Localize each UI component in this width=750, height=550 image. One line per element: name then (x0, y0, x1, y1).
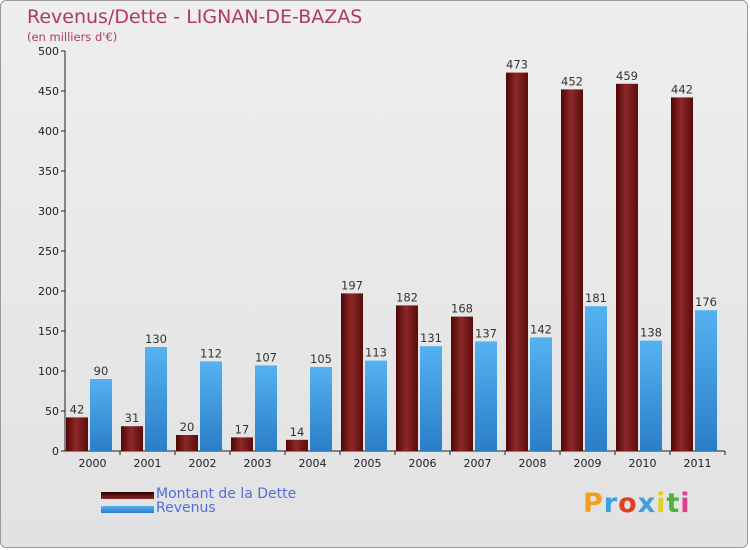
data-label-dette: 168 (451, 302, 473, 316)
data-label-dette: 14 (290, 425, 305, 439)
y-tick-label: 50 (45, 405, 59, 418)
y-tick-label: 200 (38, 285, 59, 298)
data-label-dette: 459 (616, 69, 638, 83)
legend-swatch-debt (101, 492, 154, 499)
x-tick-label: 2011 (684, 457, 712, 470)
chart-data-labels: 4290311302011217107141051971131821311681… (70, 58, 717, 439)
y-tick-label: 100 (38, 365, 59, 378)
logo-letter: o (618, 488, 638, 519)
data-label-dette: 197 (341, 278, 363, 292)
x-tick-label: 2000 (79, 457, 107, 470)
x-tick-label: 2006 (409, 457, 437, 470)
legend-label-revenus: Revenus (156, 500, 216, 516)
x-tick-label: 2005 (354, 457, 382, 470)
bar-revenus (310, 367, 332, 451)
bar-dette (506, 72, 528, 451)
y-tick-label: 500 (38, 45, 59, 58)
data-label-revenus: 137 (475, 326, 497, 340)
bar-dette (616, 83, 638, 452)
bar-dette (176, 435, 198, 451)
logo-letter: i (680, 488, 691, 519)
x-tick-label: 2008 (519, 457, 547, 470)
bar-dette (451, 316, 473, 451)
y-tick-label: 0 (52, 445, 59, 458)
proxiti-logo: Proxiti (583, 488, 691, 519)
bar-dette (231, 437, 253, 451)
bar-revenus (200, 361, 222, 451)
bar-dette (671, 97, 693, 452)
bar-revenus (365, 360, 387, 451)
data-label-revenus: 138 (640, 326, 662, 340)
bar-dette (121, 426, 143, 451)
data-label-revenus: 112 (200, 346, 222, 360)
x-tick-label: 2010 (629, 457, 657, 470)
x-tick-label: 2007 (464, 457, 492, 470)
bar-revenus (640, 340, 662, 451)
logo-letter: i (656, 488, 667, 519)
logo-letter: t (666, 488, 681, 519)
data-label-revenus: 142 (530, 322, 552, 336)
bar-revenus (530, 337, 552, 451)
legend-label-debt: Montant de la Dette (156, 486, 297, 502)
data-label-dette: 42 (70, 402, 85, 416)
data-label-revenus: 181 (585, 291, 607, 305)
data-label-dette: 182 (396, 290, 418, 304)
bar-dette (396, 305, 418, 451)
data-label-revenus: 113 (365, 346, 387, 360)
x-tick-label: 2001 (134, 457, 162, 470)
data-label-revenus: 130 (145, 332, 167, 346)
data-label-revenus: 90 (94, 364, 109, 378)
data-label-revenus: 105 (310, 352, 332, 366)
y-tick-label: 400 (38, 125, 59, 138)
data-label-dette: 17 (235, 422, 250, 436)
x-tick-label: 2002 (189, 457, 217, 470)
logo-letter: P (583, 488, 604, 519)
logo-letter: x (637, 488, 657, 519)
y-tick-label: 300 (38, 205, 59, 218)
x-tick-label: 2004 (299, 457, 327, 470)
bar-dette (66, 417, 88, 451)
bar-revenus (145, 347, 167, 451)
chart-bars (66, 72, 717, 452)
data-label-revenus: 107 (255, 350, 277, 364)
chart-axes: 0 50 100 150 200 250 300 350 400 450 500 2000 2001 20… (38, 45, 726, 470)
y-tick-label: 350 (38, 165, 59, 178)
legend-swatch-revenus (101, 506, 154, 513)
data-label-dette: 442 (671, 82, 693, 96)
data-label-dette: 473 (506, 58, 528, 72)
data-label-dette: 452 (561, 74, 583, 88)
data-label-dette: 20 (180, 420, 195, 434)
bar-dette (561, 89, 583, 452)
chart-title: Revenus/Dette - LIGNAN-DE-BAZAS (27, 6, 363, 28)
data-label-revenus: 131 (420, 331, 442, 345)
bar-revenus (420, 346, 442, 451)
bar-revenus (255, 365, 277, 451)
x-tick-label: 2003 (244, 457, 272, 470)
chart-subtitle: (en milliers d'€) (27, 30, 118, 44)
bar-revenus (695, 310, 717, 451)
bar-revenus (585, 306, 607, 451)
y-tick-label: 450 (38, 85, 59, 98)
bar-revenus (475, 341, 497, 451)
bar-dette (286, 439, 308, 451)
logo-letter: r (603, 488, 619, 519)
data-label-dette: 31 (125, 411, 140, 425)
x-tick-label: 2009 (574, 457, 602, 470)
y-tick-label: 150 (38, 325, 59, 338)
bar-revenus (90, 379, 112, 451)
bar-dette (341, 293, 363, 451)
y-tick-label: 250 (38, 245, 59, 258)
data-label-revenus: 176 (695, 295, 717, 309)
